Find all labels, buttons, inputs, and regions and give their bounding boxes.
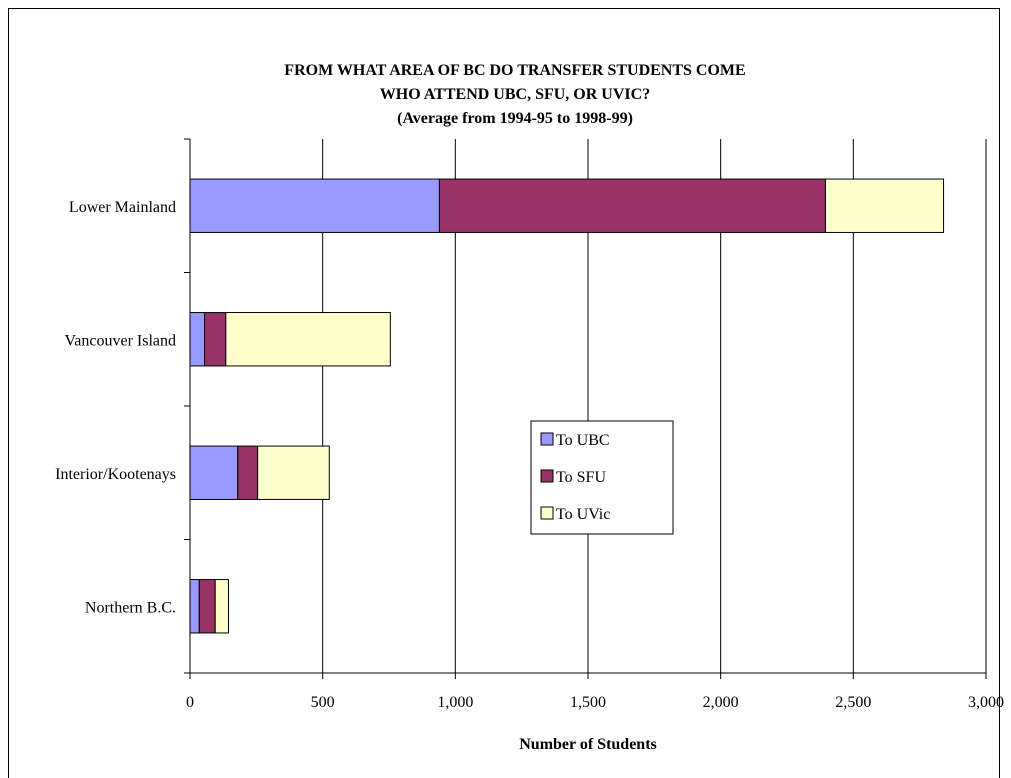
chart-title-line-2: WHO ATTEND UBC, SFU, OR UVIC? bbox=[380, 86, 650, 103]
bar-segment bbox=[189, 445, 239, 500]
x-tick-label: 0 bbox=[186, 694, 194, 711]
x-tick-label: 2,500 bbox=[835, 694, 871, 711]
bar-segment bbox=[214, 579, 229, 634]
category-label: Lower Mainland bbox=[69, 199, 176, 216]
bars bbox=[189, 178, 945, 634]
bar-segment bbox=[189, 178, 440, 233]
x-tick-label: 2,000 bbox=[703, 694, 739, 711]
category-label: Northern B.C. bbox=[85, 599, 176, 616]
x-tick-label: 1,500 bbox=[570, 694, 606, 711]
bar-segment bbox=[189, 579, 200, 634]
bar-segment bbox=[189, 312, 206, 367]
bar-segment bbox=[438, 178, 826, 233]
bar-segment bbox=[225, 312, 391, 367]
chart-title: FROM WHAT AREA OF BC DO TRANSFER STUDENT… bbox=[284, 62, 745, 127]
bar-segment bbox=[824, 178, 945, 233]
x-tick-labels: 0 500 1,000 1,500 2,000 2,500 3,000 bbox=[186, 694, 1004, 711]
x-tick-label: 500 bbox=[311, 694, 335, 711]
legend-label: To SFU bbox=[556, 469, 606, 486]
legend-box bbox=[530, 420, 674, 535]
chart-frame bbox=[8, 8, 1000, 778]
legend-label: To UBC bbox=[556, 432, 610, 449]
legend-swatch bbox=[540, 432, 554, 446]
category-labels: Lower Mainland Vancouver Island Interior/K… bbox=[55, 199, 176, 617]
bar-segment bbox=[198, 579, 216, 634]
category-label: Interior/Kootenays bbox=[55, 466, 176, 483]
bar-segment bbox=[237, 445, 259, 500]
legend: To UBC To SFU To UVic bbox=[530, 420, 674, 535]
category-label: Vancouver Island bbox=[64, 332, 176, 349]
x-tick-label: 3,000 bbox=[968, 694, 1004, 711]
x-tick-label: 1,000 bbox=[437, 694, 473, 711]
chart-title-line-1: FROM WHAT AREA OF BC DO TRANSFER STUDENT… bbox=[284, 62, 745, 79]
bar-segment bbox=[204, 312, 227, 367]
legend-label: To UVic bbox=[556, 506, 610, 523]
chart-title-line-3: (Average from 1994-95 to 1998-99) bbox=[397, 110, 633, 127]
legend-swatch bbox=[540, 506, 554, 520]
bar-segment bbox=[257, 445, 330, 500]
axes bbox=[184, 138, 987, 679]
legend-swatch bbox=[540, 469, 554, 483]
x-axis-title: Number of Students bbox=[519, 736, 657, 753]
